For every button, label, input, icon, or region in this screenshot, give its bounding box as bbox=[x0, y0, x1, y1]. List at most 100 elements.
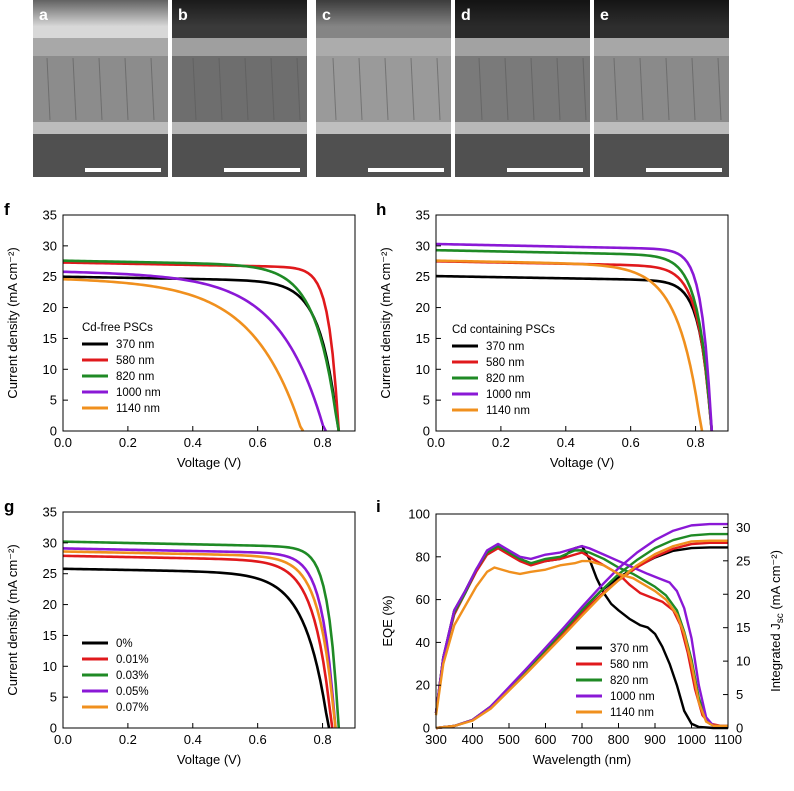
legend-label: 0.05% bbox=[116, 686, 149, 698]
y-tick-label: 15 bbox=[43, 331, 57, 346]
y-tick-label: 25 bbox=[43, 269, 57, 284]
y-tick-label: 25 bbox=[416, 269, 430, 284]
x-tick-label: 0.0 bbox=[54, 435, 72, 450]
sem-grain-boundary bbox=[332, 57, 337, 121]
legend-label: 0.03% bbox=[116, 670, 149, 682]
sem-grain-boundary bbox=[717, 57, 722, 121]
sem-panel-label: a bbox=[39, 7, 48, 24]
plot-frame bbox=[62, 511, 356, 729]
sem-grain-boundary bbox=[150, 57, 155, 121]
series-line bbox=[435, 274, 714, 432]
y-tick-label: 35 bbox=[43, 505, 57, 520]
sem-shading bbox=[594, 0, 729, 177]
sem-grain-boundary bbox=[98, 57, 103, 121]
y-tick-label: 20 bbox=[416, 678, 430, 693]
integrated-jsc-line bbox=[435, 539, 728, 730]
y-tick-label: 20 bbox=[43, 597, 57, 612]
y2-tick-label: 0 bbox=[736, 721, 743, 736]
series-line bbox=[62, 550, 337, 729]
x-tick-label: 0.2 bbox=[119, 435, 137, 450]
scale-bar bbox=[224, 168, 300, 172]
scale-bar bbox=[646, 168, 722, 172]
sem-shading bbox=[316, 0, 451, 177]
integrated-jsc-line bbox=[435, 522, 728, 730]
x-axis-label: Voltage (V) bbox=[550, 455, 614, 470]
eqe-series-line bbox=[434, 542, 728, 728]
x-tick-label: 700 bbox=[571, 732, 593, 747]
sem-grain-boundary bbox=[72, 57, 77, 121]
series-line bbox=[435, 259, 704, 432]
y-tick-label: 15 bbox=[43, 628, 57, 643]
x-tick-label: 1100 bbox=[714, 732, 742, 747]
sem-grain-boundary bbox=[192, 57, 197, 121]
series-line bbox=[62, 540, 341, 729]
legend-label: 580 nm bbox=[610, 659, 648, 671]
sem-grain-boundary bbox=[410, 57, 415, 121]
series-line bbox=[62, 554, 334, 729]
series-line bbox=[62, 270, 327, 432]
sem-shading bbox=[455, 0, 590, 177]
legend-label: 370 nm bbox=[610, 643, 648, 655]
y-tick-label: 35 bbox=[43, 208, 57, 223]
legend-label: 1140 nm bbox=[610, 707, 654, 719]
y2-axis-label-main: Integrated J bbox=[768, 623, 783, 692]
x-tick-label: 0.6 bbox=[249, 732, 267, 747]
sem-grain-boundary bbox=[270, 57, 275, 121]
x-tick-label: 0.4 bbox=[184, 435, 202, 450]
legend-label: 820 nm bbox=[610, 675, 648, 687]
plot-frame bbox=[62, 214, 356, 432]
y-tick-label: 0 bbox=[423, 424, 430, 439]
scale-bar bbox=[85, 168, 161, 172]
panel-label: f bbox=[4, 200, 10, 219]
panel-label: h bbox=[376, 200, 386, 219]
sem-panel-label: c bbox=[322, 7, 331, 24]
x-tick-label: 300 bbox=[425, 732, 447, 747]
y-tick-label: 0 bbox=[50, 721, 57, 736]
x-tick-label: 400 bbox=[462, 732, 484, 747]
sem-grain-boundary bbox=[436, 57, 441, 121]
legend-title: Cd containing PSCs bbox=[452, 324, 555, 336]
sem-grain-boundary bbox=[613, 57, 618, 121]
sem-panel-a: a bbox=[33, 0, 168, 177]
y-tick-label: 40 bbox=[416, 635, 430, 650]
y-tick-label: 5 bbox=[423, 393, 430, 408]
legend-label: 580 nm bbox=[116, 355, 154, 367]
y-tick-label: 35 bbox=[416, 208, 430, 223]
y-tick-label: 15 bbox=[416, 331, 430, 346]
series-line bbox=[435, 248, 714, 432]
x-axis-label: Voltage (V) bbox=[177, 455, 241, 470]
y-axis-label: Current density (mA cm⁻²) bbox=[378, 247, 393, 398]
y-tick-label: 5 bbox=[50, 690, 57, 705]
sem-grain-boundary bbox=[384, 57, 389, 121]
y-tick-label: 10 bbox=[43, 659, 57, 674]
y-tick-label: 30 bbox=[43, 238, 57, 253]
legend-label: 1140 nm bbox=[116, 403, 160, 415]
y2-tick-label: 5 bbox=[736, 687, 743, 702]
x-tick-label: 0.4 bbox=[557, 435, 575, 450]
y-axis-label: Current density (mA cm⁻²) bbox=[5, 544, 20, 695]
sem-grain-boundary bbox=[504, 57, 509, 121]
sem-grain-boundary bbox=[124, 57, 129, 121]
sem-grain-boundary bbox=[244, 57, 249, 121]
y2-tick-label: 25 bbox=[736, 553, 750, 568]
y-axis-label: Current density (mA cm⁻²) bbox=[5, 247, 20, 398]
x-tick-label: 0.0 bbox=[54, 732, 72, 747]
y-tick-label: 60 bbox=[416, 592, 430, 607]
x-tick-label: 0.2 bbox=[119, 732, 137, 747]
series-line bbox=[62, 547, 337, 729]
sem-panel-label: e bbox=[600, 7, 609, 24]
x-tick-label: 0.0 bbox=[427, 435, 445, 450]
series-line bbox=[62, 261, 341, 432]
x-tick-label: 500 bbox=[498, 732, 520, 747]
legend-label: 1000 nm bbox=[610, 691, 655, 703]
y-tick-label: 20 bbox=[416, 300, 430, 315]
x-tick-label: 1000 bbox=[677, 732, 706, 747]
jv-chart-doping: g 0.0 0.2 0.4 0.6 0.8 0 5 10 15 20 25 30 35 Voltage (V… bbox=[4, 497, 356, 767]
legend-label: 0.01% bbox=[116, 654, 149, 666]
scale-bar bbox=[507, 168, 583, 172]
panel-label: i bbox=[376, 497, 381, 516]
legend-label: 0.07% bbox=[116, 702, 149, 714]
plot-frame bbox=[435, 214, 729, 432]
sem-grain-boundary bbox=[582, 57, 587, 121]
